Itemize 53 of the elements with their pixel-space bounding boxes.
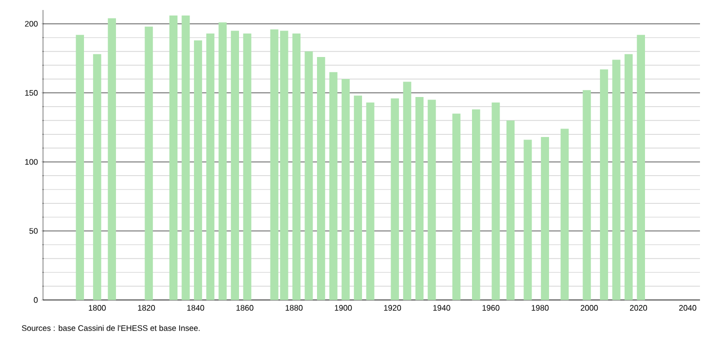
bar: [612, 60, 620, 300]
bar: [230, 30, 239, 300]
y-tick-label: 150: [25, 90, 38, 96]
bar: [428, 100, 436, 300]
bar: [472, 109, 480, 300]
x-tick-label: 1940: [433, 305, 450, 311]
bar: [506, 120, 515, 300]
x-tick-label: 2000: [580, 305, 598, 311]
x-tick-label: 2020: [630, 305, 648, 311]
bar: [243, 33, 252, 300]
x-tick-label: 2040: [679, 305, 696, 311]
bar: [317, 56, 326, 300]
x-tick-label: 1860: [236, 305, 254, 311]
x-tick-label: 1960: [482, 305, 500, 311]
bar: [194, 40, 202, 300]
bar: [329, 72, 338, 300]
source-note: Sources : base Cassini de l'EHESS et base Insee.: [22, 325, 200, 331]
bar: [452, 114, 460, 300]
x-tick-label: 1880: [286, 305, 303, 311]
bar: [182, 16, 190, 300]
bar: [582, 90, 591, 300]
bar: [524, 140, 532, 300]
bar: [108, 18, 116, 300]
bar: [600, 69, 608, 300]
bar: [93, 54, 102, 300]
bar: [636, 34, 645, 300]
bar: [560, 128, 569, 300]
x-tick-label: 1820: [138, 305, 155, 311]
bar: [415, 96, 424, 300]
bar: [292, 33, 301, 300]
bar: [540, 137, 550, 300]
y-tick-label: 200: [25, 20, 38, 27]
y-tick-label: 50: [29, 228, 38, 234]
bar: [169, 16, 178, 300]
y-tick-label: 0: [34, 297, 38, 303]
x-tick-label: 1980: [532, 305, 549, 311]
bar: [206, 33, 214, 300]
bar: [390, 98, 399, 300]
x-tick-label: 1920: [384, 305, 402, 311]
bar: [354, 96, 362, 300]
bar: [403, 82, 412, 300]
bar: [76, 34, 84, 300]
x-tick-label: 1800: [88, 305, 106, 311]
bar: [366, 102, 374, 300]
x-tick-label: 1840: [187, 305, 204, 311]
bar: [624, 54, 633, 300]
x-tick-label: 1900: [334, 305, 352, 311]
bar: [218, 22, 227, 300]
bar: [492, 102, 500, 300]
bar: [144, 26, 153, 300]
bar: [342, 79, 350, 300]
bar: [304, 51, 313, 300]
y-tick-label: 100: [25, 159, 38, 165]
